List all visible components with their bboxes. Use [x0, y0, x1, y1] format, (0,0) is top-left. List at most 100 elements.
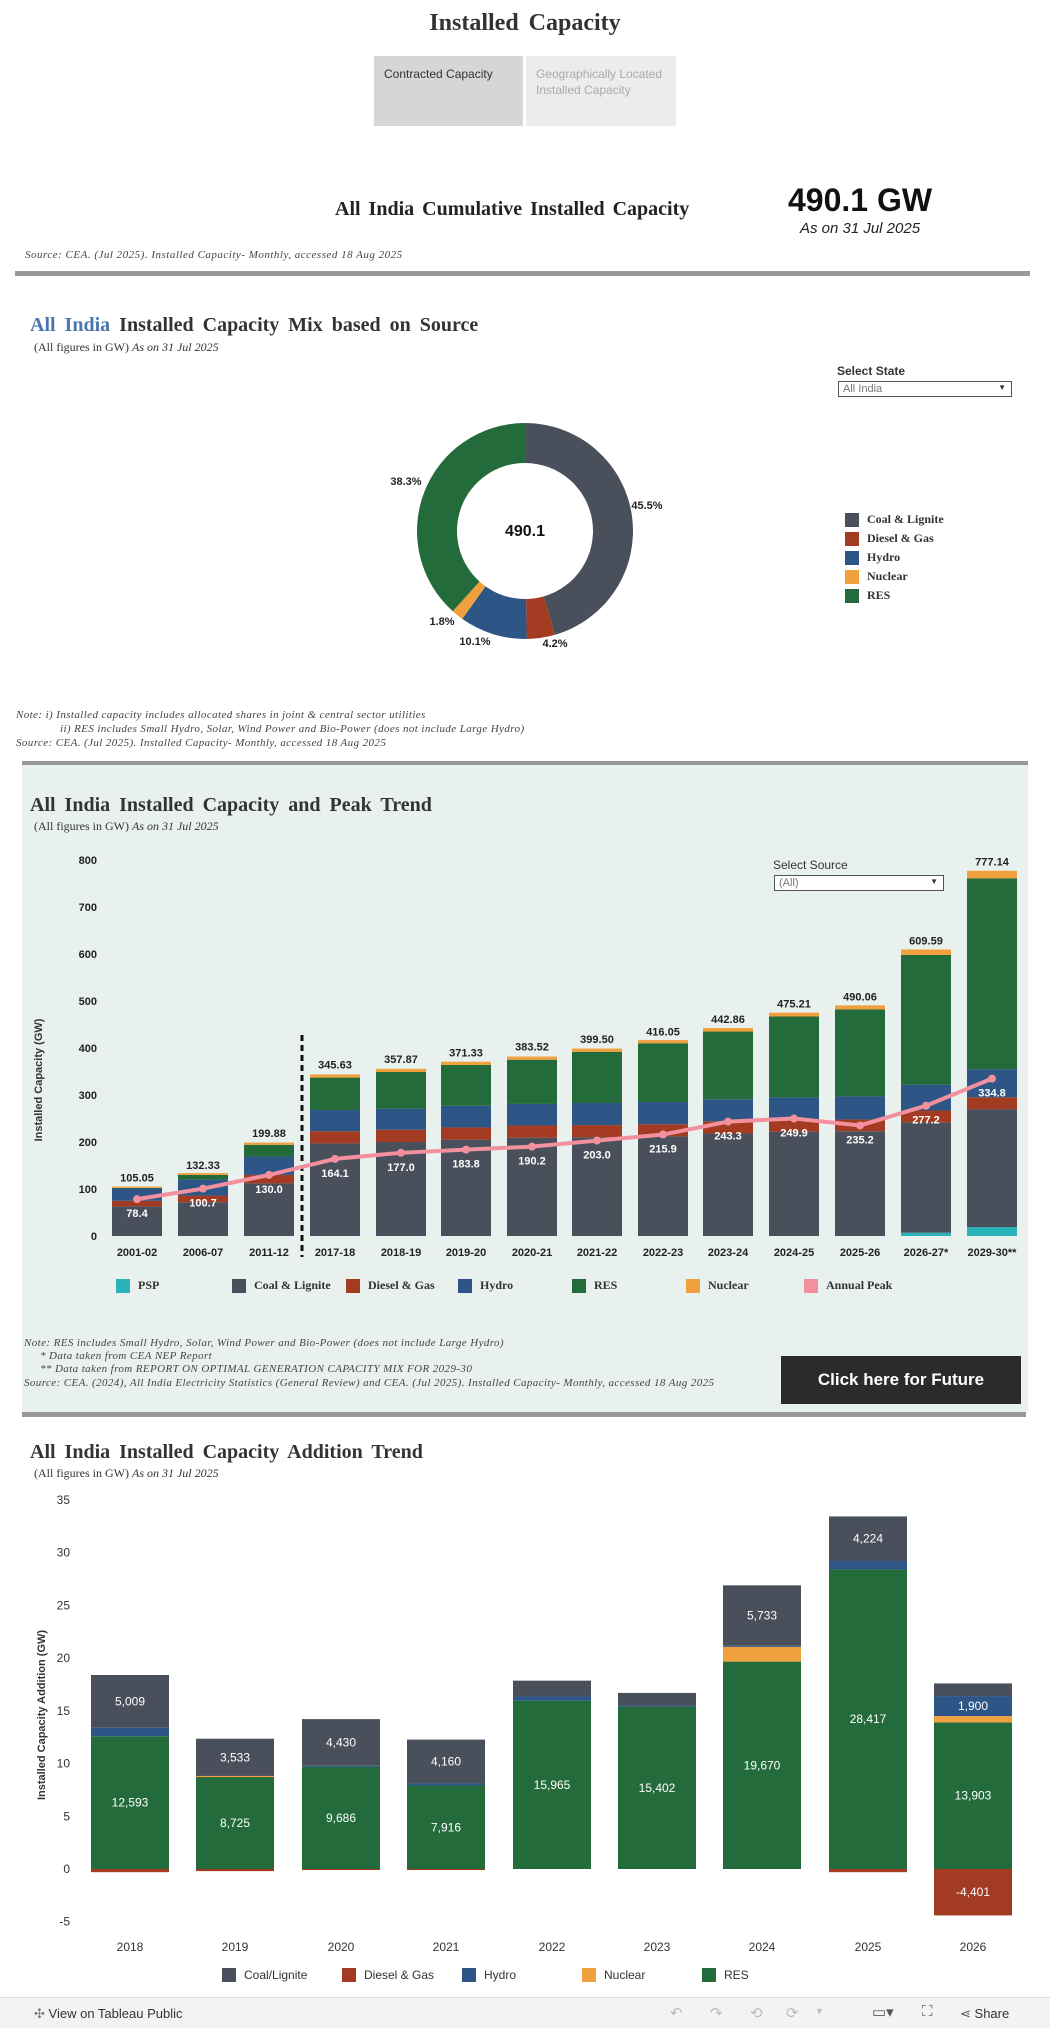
trend-bar-diesel-gas[interactable]: [441, 1127, 491, 1140]
addition-bar-hydro[interactable]: [934, 1696, 1012, 1717]
trend-peak-point[interactable]: [528, 1142, 536, 1151]
trend-bar-diesel-gas[interactable]: [572, 1125, 622, 1138]
trend-bar-hydro[interactable]: [703, 1099, 753, 1122]
trend-bar-diesel-gas[interactable]: [901, 1110, 951, 1123]
trend-legend-item[interactable]: PSP: [116, 1278, 159, 1293]
trend-legend-item[interactable]: RES: [572, 1278, 617, 1293]
revert-icon[interactable]: ⟲: [750, 2005, 763, 2022]
addition-bar-hydro[interactable]: [513, 1696, 591, 1701]
trend-peak-point[interactable]: [659, 1130, 667, 1139]
addition-bar-res[interactable]: [91, 1736, 169, 1869]
donut-slice-diesel-gas[interactable]: [526, 596, 555, 639]
addition-bar-hydro[interactable]: [91, 1727, 169, 1737]
donut-slice-res[interactable]: [417, 423, 525, 612]
addition-bar-hydro[interactable]: [618, 1705, 696, 1707]
trend-bar-hydro[interactable]: [638, 1102, 688, 1125]
trend-bar-res[interactable]: [967, 878, 1017, 1070]
trend-bar-res[interactable]: [901, 954, 951, 1085]
addition-legend-item[interactable]: Coal/Lignite: [222, 1968, 307, 1982]
trend-bar-nuclear[interactable]: [244, 1142, 294, 1145]
trend-bar-res[interactable]: [703, 1031, 753, 1100]
mix-legend-item[interactable]: Coal & Lignite: [845, 512, 944, 527]
trend-bar-hydro[interactable]: [507, 1103, 557, 1126]
trend-bar-nuclear[interactable]: [507, 1056, 557, 1060]
addition-bar-diesel-gas[interactable]: [407, 1869, 485, 1871]
addition-legend-item[interactable]: Hydro: [462, 1968, 516, 1982]
addition-bar-hydro[interactable]: [407, 1783, 485, 1786]
trend-legend-item[interactable]: Nuclear: [686, 1278, 749, 1293]
addition-bar-coal-lignite[interactable]: [302, 1719, 380, 1766]
trend-bar-coal-lignite[interactable]: [178, 1202, 228, 1236]
addition-bar-res[interactable]: [196, 1777, 274, 1869]
trend-legend-item[interactable]: Diesel & Gas: [346, 1278, 435, 1293]
source-select[interactable]: (All) ▼: [774, 875, 944, 891]
trend-bar-res[interactable]: [310, 1077, 360, 1111]
trend-peak-point[interactable]: [199, 1184, 207, 1193]
trend-peak-point[interactable]: [265, 1170, 273, 1179]
addition-bar-res[interactable]: [618, 1706, 696, 1869]
addition-bar-diesel-gas[interactable]: [829, 1869, 907, 1873]
trend-bar-nuclear[interactable]: [967, 870, 1017, 879]
trend-bar-coal-lignite[interactable]: [703, 1133, 753, 1236]
addition-bar-coal-lignite[interactable]: [91, 1674, 169, 1728]
trend-bar-hydro[interactable]: [441, 1105, 491, 1128]
trend-bar-nuclear[interactable]: [376, 1068, 426, 1072]
redo-icon[interactable]: ↷: [710, 2005, 723, 2022]
addition-bar-res[interactable]: [829, 1569, 907, 1869]
trend-bar-coal-lignite[interactable]: [769, 1131, 819, 1236]
share-button[interactable]: ⋖ Share: [960, 2006, 1009, 2022]
trend-bar-nuclear[interactable]: [112, 1186, 162, 1188]
trend-bar-nuclear[interactable]: [703, 1028, 753, 1032]
trend-bar-nuclear[interactable]: [310, 1074, 360, 1078]
tableau-link[interactable]: ✣ View on Tableau Public: [34, 2006, 182, 2022]
device-preview-icon[interactable]: ▭▾: [872, 2004, 894, 2021]
addition-bar-coal-lignite[interactable]: [934, 1683, 1012, 1697]
donut-slice-coal-lignite[interactable]: [525, 423, 633, 635]
trend-bar-diesel-gas[interactable]: [967, 1097, 1017, 1110]
addition-bar-diesel-gas[interactable]: [91, 1869, 169, 1873]
trend-bar-res[interactable]: [507, 1059, 557, 1104]
trend-bar-coal-lignite[interactable]: [507, 1137, 557, 1236]
trend-bar-diesel-gas[interactable]: [507, 1125, 557, 1138]
trend-bar-res[interactable]: [112, 1187, 162, 1189]
trend-bar-coal-lignite[interactable]: [967, 1109, 1017, 1228]
trend-bar-coal-lignite[interactable]: [244, 1183, 294, 1236]
trend-bar-diesel-gas[interactable]: [376, 1129, 426, 1142]
trend-bar-hydro[interactable]: [572, 1102, 622, 1126]
trend-bar-hydro[interactable]: [769, 1097, 819, 1120]
trend-legend-item[interactable]: Annual Peak: [804, 1278, 892, 1293]
addition-bar-coal-lignite[interactable]: [723, 1585, 801, 1646]
addition-bar-coal-lignite[interactable]: [407, 1739, 485, 1784]
trend-bar-res[interactable]: [769, 1016, 819, 1098]
trend-bar-diesel-gas[interactable]: [178, 1195, 228, 1203]
addition-bar-nuclear[interactable]: [723, 1646, 801, 1662]
addition-bar-hydro[interactable]: [723, 1645, 801, 1647]
undo-icon[interactable]: ↶: [670, 2005, 683, 2022]
trend-peak-point[interactable]: [724, 1117, 732, 1126]
state-select[interactable]: All India ▼: [838, 381, 1012, 397]
trend-bar-diesel-gas[interactable]: [310, 1131, 360, 1144]
addition-bar-res[interactable]: [723, 1661, 801, 1869]
refresh-icon[interactable]: ⟳: [786, 2005, 799, 2022]
donut-slice-hydro[interactable]: [462, 586, 527, 639]
trend-bar-hydro[interactable]: [967, 1069, 1017, 1098]
trend-bar-res[interactable]: [244, 1144, 294, 1157]
trend-bar-res[interactable]: [572, 1051, 622, 1103]
addition-bar-diesel-gas[interactable]: [196, 1869, 274, 1872]
trend-bar-nuclear[interactable]: [441, 1061, 491, 1065]
mix-legend-item[interactable]: Nuclear: [845, 569, 944, 584]
addition-bar-res[interactable]: [407, 1785, 485, 1869]
trend-bar-res[interactable]: [178, 1174, 228, 1180]
trend-bar-diesel-gas[interactable]: [244, 1174, 294, 1184]
addition-bar-hydro[interactable]: [302, 1765, 380, 1767]
addition-legend-item[interactable]: RES: [702, 1968, 749, 1982]
tab-contracted-capacity[interactable]: Contracted Capacity: [374, 56, 523, 126]
trend-peak-point[interactable]: [133, 1195, 141, 1204]
addition-bar-nuclear[interactable]: [934, 1716, 1012, 1723]
trend-bar-psp[interactable]: [901, 1232, 951, 1236]
trend-bar-hydro[interactable]: [310, 1110, 360, 1132]
tab-geographically-located[interactable]: Geographically Located Installed Capacit…: [526, 56, 676, 126]
trend-bar-res[interactable]: [441, 1064, 491, 1106]
trend-peak-point[interactable]: [922, 1101, 930, 1110]
donut-slice-nuclear[interactable]: [452, 581, 486, 619]
